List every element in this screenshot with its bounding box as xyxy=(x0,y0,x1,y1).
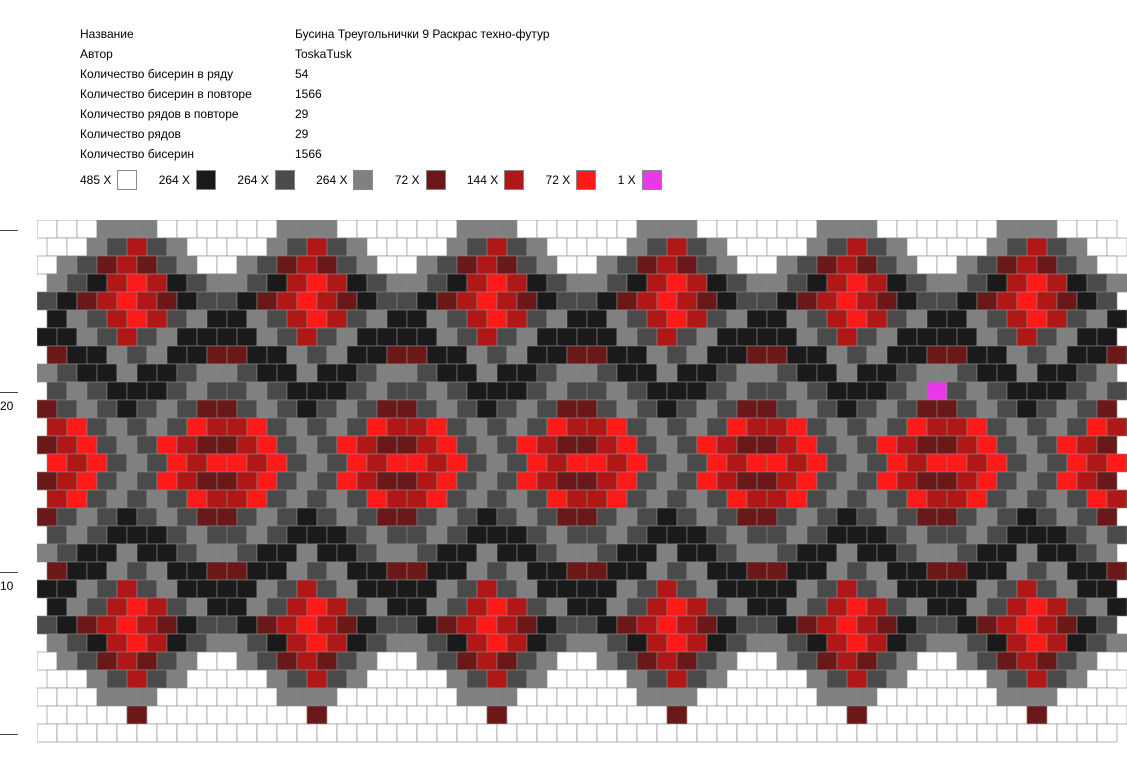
legend-swatch xyxy=(426,170,446,190)
legend-item: 72 X xyxy=(395,170,446,190)
field-value: 29 xyxy=(295,124,550,144)
legend-swatch xyxy=(117,170,137,190)
legend-item: 485 X xyxy=(80,170,137,190)
bead-chart xyxy=(37,220,1127,746)
field-label: Название xyxy=(80,24,295,44)
legend-count: 72 X xyxy=(546,173,571,187)
legend-count: 1 X xyxy=(618,173,636,187)
field-label: Количество бисерин xyxy=(80,144,295,164)
legend-count: 485 X xyxy=(80,173,111,187)
legend-swatch xyxy=(196,170,216,190)
legend-count: 264 X xyxy=(159,173,190,187)
legend-item: 144 X xyxy=(467,170,524,190)
legend-swatch xyxy=(642,170,662,190)
legend-swatch xyxy=(275,170,295,190)
color-legend: 485 X 264 X 264 X 264 X 72 X 144 X 72 X … xyxy=(80,170,680,190)
legend-item: 264 X xyxy=(159,170,216,190)
legend-count: 144 X xyxy=(467,173,498,187)
field-value: ToskaTusk xyxy=(295,44,550,64)
field-label: Автор xyxy=(80,44,295,64)
legend-item: 264 X xyxy=(237,170,294,190)
field-label: Количество бисерин в повторе xyxy=(80,84,295,104)
legend-count: 264 X xyxy=(316,173,347,187)
field-value: 29 xyxy=(295,104,550,124)
field-value: 1566 xyxy=(295,84,550,104)
legend-swatch xyxy=(504,170,524,190)
field-value: Бусина Треугольнички 9 Раскрас техно-фут… xyxy=(295,24,550,44)
legend-swatch xyxy=(576,170,596,190)
legend-swatch xyxy=(353,170,373,190)
field-label: Количество рядов xyxy=(80,124,295,144)
metadata-table: НазваниеБусина Треугольнички 9 Раскрас т… xyxy=(80,24,550,164)
legend-item: 264 X xyxy=(316,170,373,190)
field-value: 54 xyxy=(295,64,550,84)
legend-count: 72 X xyxy=(395,173,420,187)
legend-count: 264 X xyxy=(237,173,268,187)
field-value: 1566 xyxy=(295,144,550,164)
legend-item: 1 X xyxy=(618,170,662,190)
header-panel: НазваниеБусина Треугольнички 9 Раскрас т… xyxy=(80,24,550,164)
field-label: Количество бисерин в ряду xyxy=(80,64,295,84)
legend-item: 72 X xyxy=(546,170,597,190)
field-label: Количество рядов в повторе xyxy=(80,104,295,124)
